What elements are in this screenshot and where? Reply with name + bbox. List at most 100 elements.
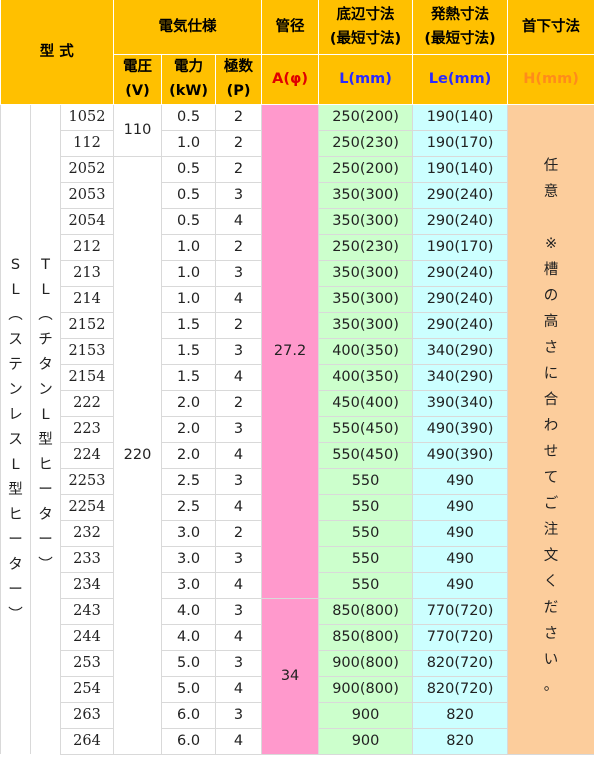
poles-cell: 2 (215, 103, 263, 131)
vertical-char: 槽 (543, 261, 559, 278)
table-row: 2253 2.5 3 550 490 (1, 467, 594, 495)
model-cell: 2054 (59, 207, 115, 235)
header-voltage: 電圧 (V) (113, 54, 163, 105)
vertical-char: 合 (543, 391, 559, 408)
vertical-char: ヒ (38, 456, 53, 473)
power-cell: 0.5 (161, 207, 217, 235)
model-cell: 232 (59, 519, 115, 547)
power-cell: 1.5 (161, 363, 217, 391)
model-cell: 2253 (59, 467, 115, 495)
heat-len-cell: 190(140) (412, 103, 509, 131)
heat-len-cell: 770(720) (412, 623, 509, 651)
vertical-char: タ (38, 356, 53, 373)
bottom-len-cell: 550(450) (318, 415, 414, 443)
power-cell: 3.0 (161, 519, 217, 547)
power-cell: 3.0 (161, 571, 217, 599)
neck-len-note: 任意 ※ 槽の高さに合わせてご注文ください。 (507, 103, 594, 755)
model-cell: 2153 (59, 337, 115, 365)
pipe-dia-cell: 27.2 (261, 103, 320, 599)
heat-len-cell: 190(140) (412, 155, 509, 183)
heat-len-cell: 490 (412, 519, 509, 547)
heat-len-cell: 490(390) (412, 441, 509, 469)
header-power: 電力 (kW) (161, 54, 217, 105)
header-heat-len: 発熱寸法 (最短寸法) (412, 0, 509, 55)
heat-len-cell: 290(240) (412, 311, 509, 339)
power-cell: 2.0 (161, 415, 217, 443)
vertical-char: ス (8, 431, 23, 448)
heat-len-cell: 490 (412, 493, 509, 521)
poles-cell: 3 (215, 181, 263, 209)
heat-len-cell: 820 (412, 727, 509, 755)
model-cell: 2254 (59, 493, 115, 521)
model-cell: 254 (59, 675, 115, 703)
table-row: 112 1.0 2 250(230) 190(170) (1, 129, 594, 157)
header-pipe-dia: 管径 (261, 0, 320, 55)
type-sl-label: S L ︵ ステンレス L 型ヒーター ︶ (0, 104, 31, 754)
power-cell: 0.5 (161, 181, 217, 209)
heat-len-cell: 490 (412, 467, 509, 495)
bottom-len-cell: 250(230) (318, 129, 414, 157)
heat-len-cell: 490 (412, 545, 509, 573)
bottom-len-cell: 900 (318, 727, 414, 755)
table-row: 234 3.0 4 550 490 (1, 571, 594, 599)
vertical-char: だ (543, 599, 559, 616)
table-row: 2052 220 0.5 2 250(200) 190(140) (1, 155, 594, 755)
poles-cell: 3 (215, 545, 263, 573)
model-cell: 263 (59, 701, 115, 729)
bottom-len-cell: 250(200) (318, 155, 414, 183)
model-cell: 1052 (59, 103, 115, 131)
table-row: 2153 1.5 3 400(350) 340(290) (1, 337, 594, 365)
vertical-char: ︵ (38, 306, 53, 323)
bottom-len-cell: 550 (318, 493, 414, 521)
vertical-char: て (543, 469, 559, 486)
power-cell: 3.0 (161, 545, 217, 573)
vertical-char: ︶ (38, 556, 53, 573)
header-model: 型 式 (0, 0, 115, 105)
model-cell: 2053 (59, 181, 115, 209)
vertical-char: ー (38, 481, 53, 498)
header-electrical: 電気仕様 (113, 0, 263, 55)
heat-len-cell: 490(390) (412, 415, 509, 443)
vertical-char: タ (38, 506, 53, 523)
power-cell: 1.0 (161, 233, 217, 261)
table-row: 243 4.0 3 34 850(800) 770(720) (1, 597, 594, 755)
bottom-len-cell: 350(300) (318, 311, 414, 339)
spec-rows: S L ︵ ステンレス L 型ヒーター ︶ T L ︵ チタン L 型ヒーター ︶ 1052 110 0.5 2 2… (0, 103, 594, 755)
poles-cell: 4 (215, 363, 263, 391)
model-cell: 212 (59, 233, 115, 261)
power-cell: 1.5 (161, 337, 217, 365)
table-row: 224 2.0 4 550(450) 490(390) (1, 441, 594, 469)
table-row: 2053 0.5 3 350(300) 290(240) (1, 181, 594, 209)
vertical-char: 文 (543, 547, 559, 564)
model-cell: 213 (59, 259, 115, 287)
header-neck-len-symbol: H(mm) (507, 54, 594, 105)
model-cell: 2052 (59, 155, 115, 183)
table-row: 244 4.0 4 850(800) 770(720) (1, 623, 594, 651)
table-row: 254 5.0 4 900(800) 820(720) (1, 675, 594, 703)
poles-cell: 2 (215, 155, 263, 183)
vertical-char: ン (38, 381, 53, 398)
bottom-len-cell: 550 (318, 519, 414, 547)
bottom-len-cell: 350(300) (318, 285, 414, 313)
vertical-char: せ (543, 443, 559, 460)
poles-cell: 4 (215, 571, 263, 599)
poles-cell: 4 (215, 623, 263, 651)
poles-cell: 2 (215, 233, 263, 261)
power-cell: 4.0 (161, 597, 217, 625)
power-cell: 0.5 (161, 155, 217, 183)
table-row: 232 3.0 2 550 490 (1, 519, 594, 547)
bottom-len-cell: 850(800) (318, 623, 414, 651)
type-tl-label: T L ︵ チタン L 型ヒーター ︶ (30, 104, 61, 754)
power-cell: 6.0 (161, 727, 217, 755)
poles-cell: 3 (215, 415, 263, 443)
poles-cell: 3 (215, 597, 263, 625)
poles-cell: 4 (215, 285, 263, 313)
heat-len-cell: 290(240) (412, 207, 509, 235)
vertical-char: 型 (8, 481, 23, 498)
bottom-len-cell: 350(300) (318, 181, 414, 209)
vertical-char: L (41, 406, 50, 423)
poles-cell: 3 (215, 337, 263, 365)
heat-len-cell: 340(290) (412, 337, 509, 365)
heat-len-cell: 290(240) (412, 285, 509, 313)
